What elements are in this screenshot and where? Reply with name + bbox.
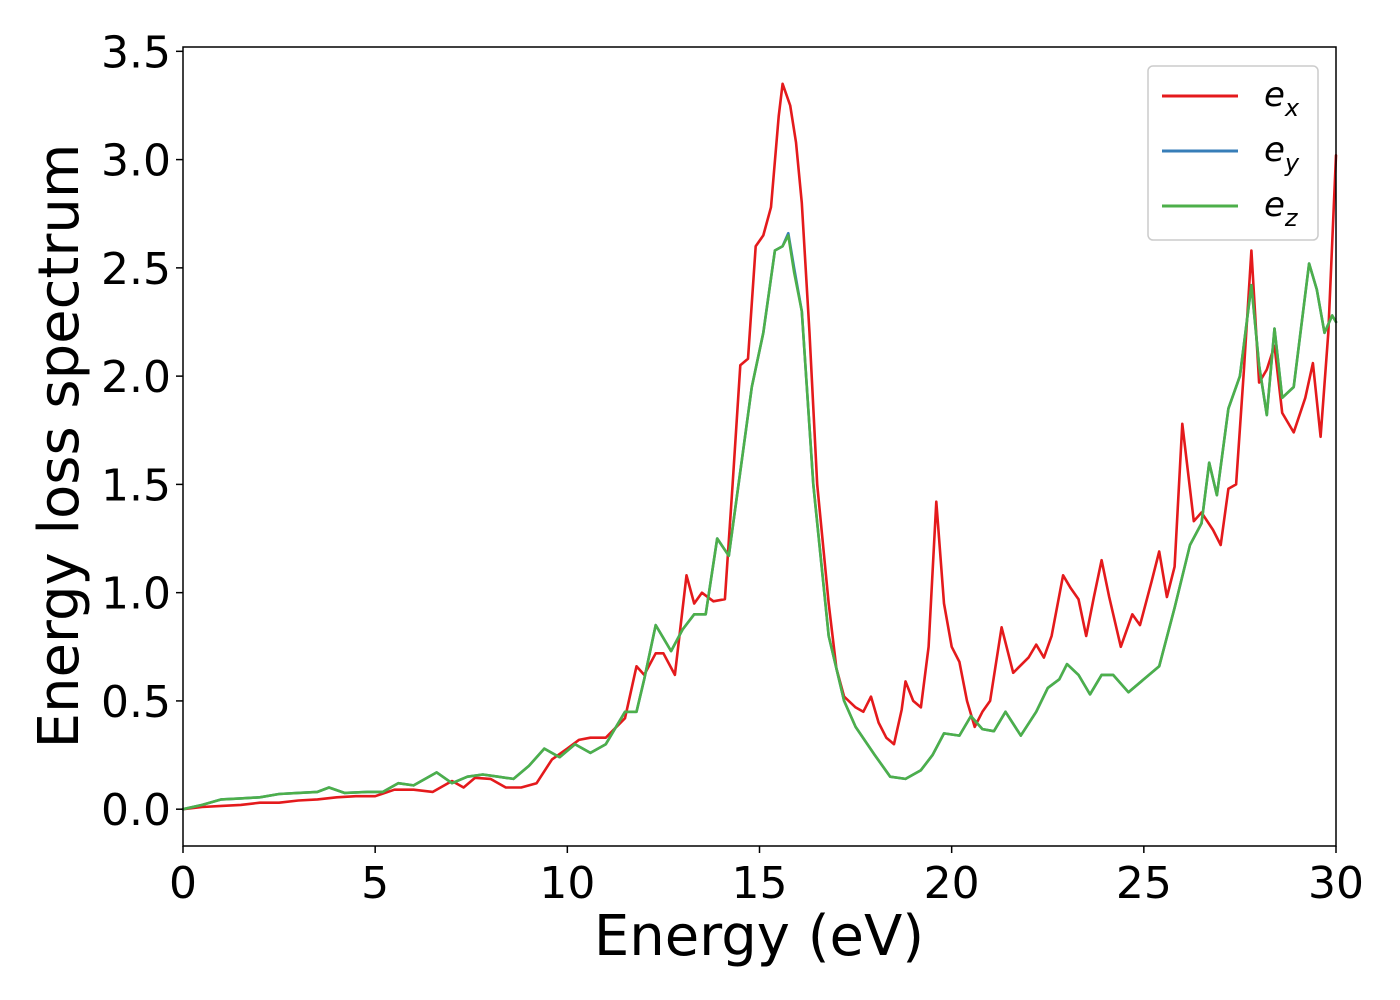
- y-tick-label: 3.5: [101, 27, 171, 78]
- x-tick-label: 30: [1308, 858, 1364, 909]
- y-tick-label: 1.5: [101, 460, 171, 511]
- y-tick-label: 1.0: [101, 569, 171, 620]
- legend-label-z: ez: [1264, 185, 1299, 232]
- legend-label-x: ex: [1264, 75, 1300, 122]
- x-tick-label: 5: [361, 858, 389, 909]
- x-axis-label: Energy (eV): [594, 904, 924, 969]
- y-axis-label: Energy loss spectrum: [27, 144, 92, 749]
- legend-label-base: e: [1264, 185, 1285, 225]
- y-tick-label: 2.0: [101, 352, 171, 403]
- series-line-z: [181, 234, 1338, 811]
- y-tick-label: 0.5: [101, 677, 171, 728]
- y-tick-label: 2.5: [101, 244, 171, 295]
- x-tick-label: 10: [539, 858, 595, 909]
- x-tick-label: 20: [924, 858, 980, 909]
- series-line-y: [181, 231, 1338, 811]
- x-tick-label: 15: [732, 858, 788, 909]
- x-axis-ticks: 0 5 10 15 20 25 30: [169, 846, 1364, 909]
- legend-label-base: e: [1264, 75, 1285, 115]
- y-tick-label: 3.0: [101, 136, 171, 187]
- legend-label-y: ey: [1264, 130, 1300, 177]
- plot-lines: [181, 82, 1338, 811]
- x-tick-label: 0: [169, 858, 197, 909]
- legend-frame: [1147, 65, 1319, 241]
- legend-label-subscript: y: [1284, 149, 1300, 177]
- legend-label-base: e: [1264, 130, 1285, 170]
- y-axis-ticks: 0.0 0.5 1.0 1.5 2.0 2.5 3.0 3.5: [101, 27, 183, 836]
- legend-label-subscript: z: [1284, 204, 1299, 232]
- x-tick-label: 25: [1116, 858, 1172, 909]
- series-line-x: [181, 82, 1338, 811]
- y-tick-label: 0.0: [101, 785, 171, 836]
- legend-label-subscript: x: [1284, 94, 1300, 122]
